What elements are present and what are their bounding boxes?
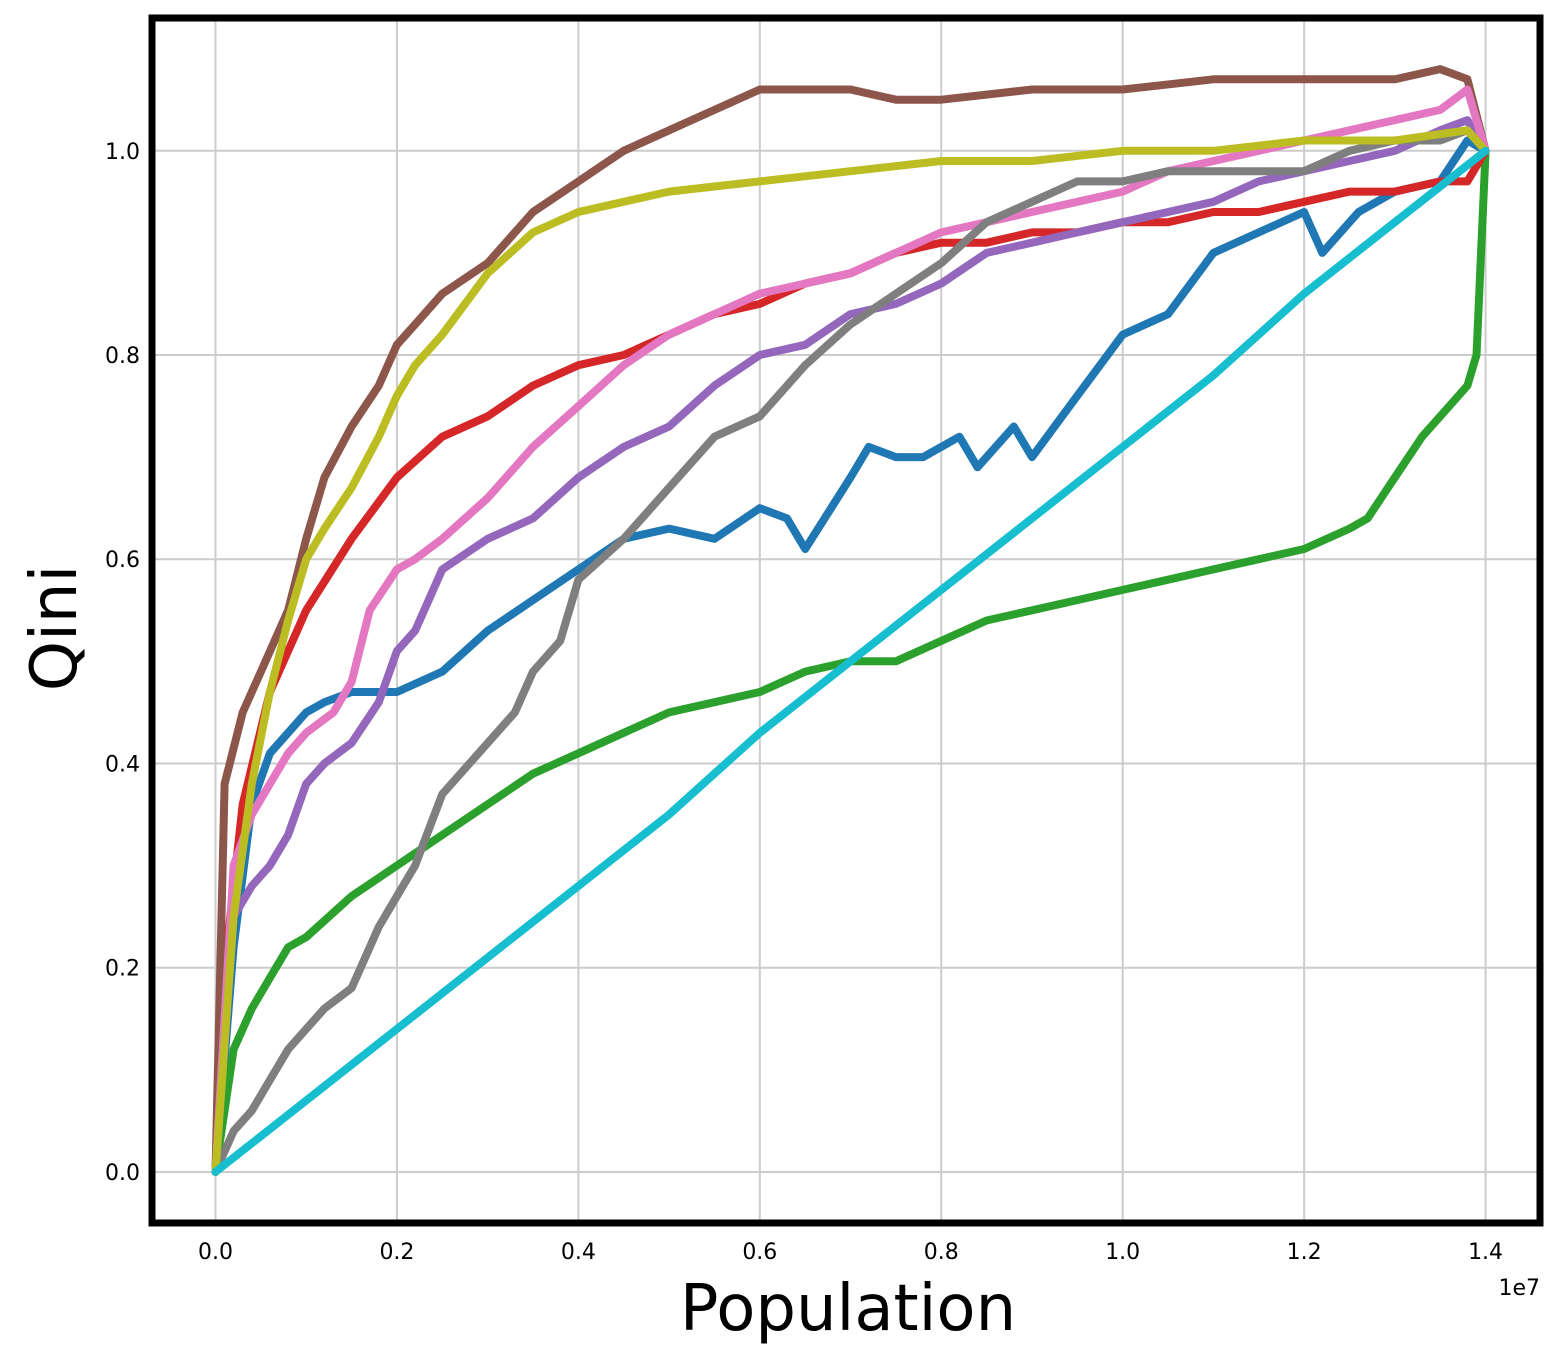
- series-line-6: [211, 65, 1490, 1176]
- x-axis-ticks: 0.0 0.2 0.4 0.6 0.8 1.0 1.2 1.4: [198, 1240, 1503, 1265]
- y-tick-label: 0.8: [105, 344, 140, 369]
- x-tick-label: 0.0: [198, 1240, 233, 1265]
- y-tick-label: 0.4: [105, 752, 140, 777]
- y-tick-label: 0.2: [105, 957, 140, 982]
- series-line-10: [211, 146, 1490, 1176]
- x-tick-label: 0.6: [742, 1240, 777, 1265]
- x-tick-label: 1.2: [1287, 1240, 1322, 1265]
- series-line-3: [211, 146, 1490, 1176]
- y-axis-title: Qini: [18, 565, 92, 692]
- y-tick-label: 0.6: [105, 548, 140, 573]
- series-line-5: [211, 116, 1490, 1176]
- series-line-1: [211, 136, 1490, 1176]
- y-axis-ticks: 0.0 0.2 0.4 0.6 0.8 1.0: [105, 140, 140, 1186]
- x-tick-label: 1.0: [1105, 1240, 1140, 1265]
- series-line-8: [211, 126, 1490, 1176]
- x-axis-offset-label: 1e7: [1498, 1276, 1540, 1301]
- series-line-9: [211, 126, 1490, 1176]
- x-axis-title: Population: [680, 1272, 1016, 1346]
- x-tick-label: 0.4: [561, 1240, 596, 1265]
- y-tick-label: 0.0: [105, 1161, 140, 1186]
- x-tick-label: 0.8: [924, 1240, 959, 1265]
- series-lines: [211, 65, 1490, 1176]
- plot-frame: [148, 14, 1544, 1227]
- y-tick-label: 1.0: [105, 140, 140, 165]
- x-tick-label: 1.4: [1468, 1240, 1503, 1265]
- x-tick-label: 0.2: [379, 1240, 414, 1265]
- series-line-7: [211, 85, 1490, 1176]
